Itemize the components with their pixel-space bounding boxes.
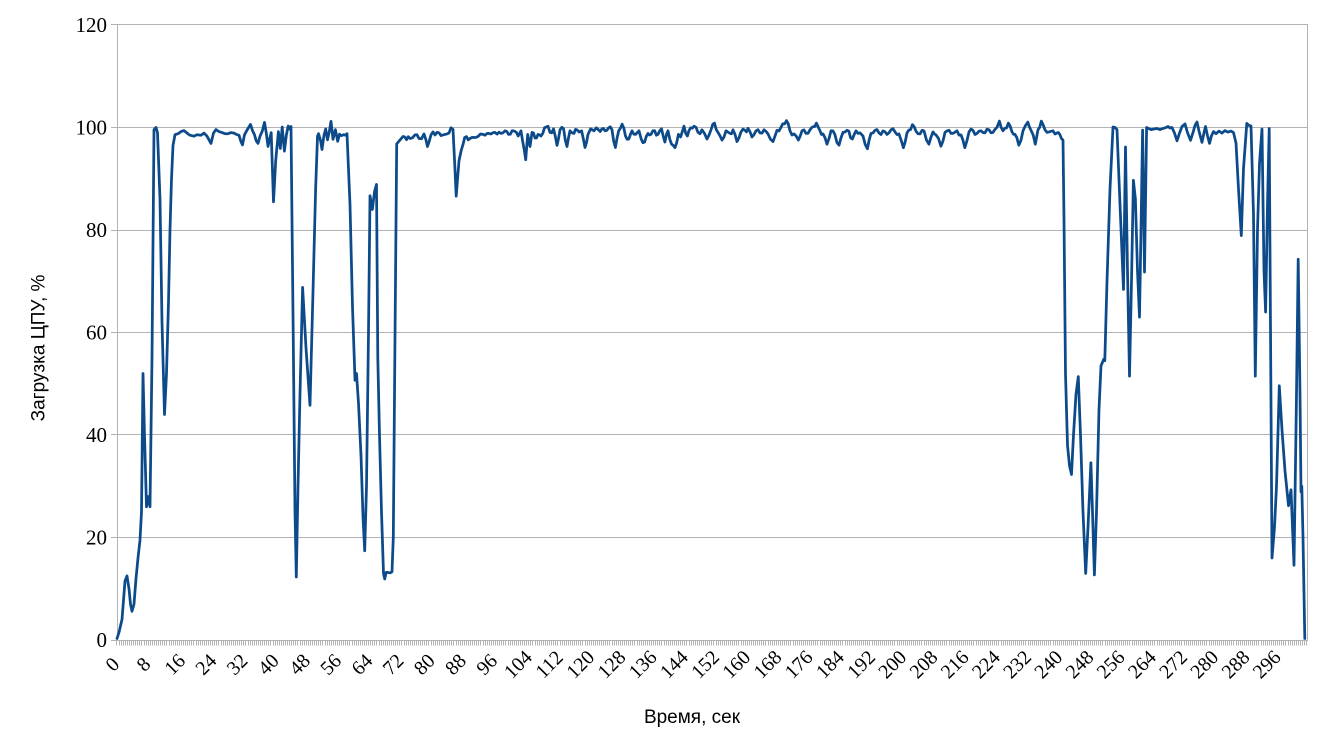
svg-text:Время, сек: Время, сек (644, 707, 741, 728)
svg-text:Загрузка ЦПУ, %: Загрузка ЦПУ, % (29, 274, 50, 421)
svg-text:20: 20 (86, 526, 107, 550)
svg-text:0: 0 (97, 628, 108, 652)
svg-text:100: 100 (76, 116, 108, 140)
svg-text:80: 80 (86, 218, 107, 242)
svg-text:40: 40 (86, 423, 107, 447)
svg-text:120: 120 (76, 13, 108, 37)
svg-text:60: 60 (86, 321, 107, 345)
